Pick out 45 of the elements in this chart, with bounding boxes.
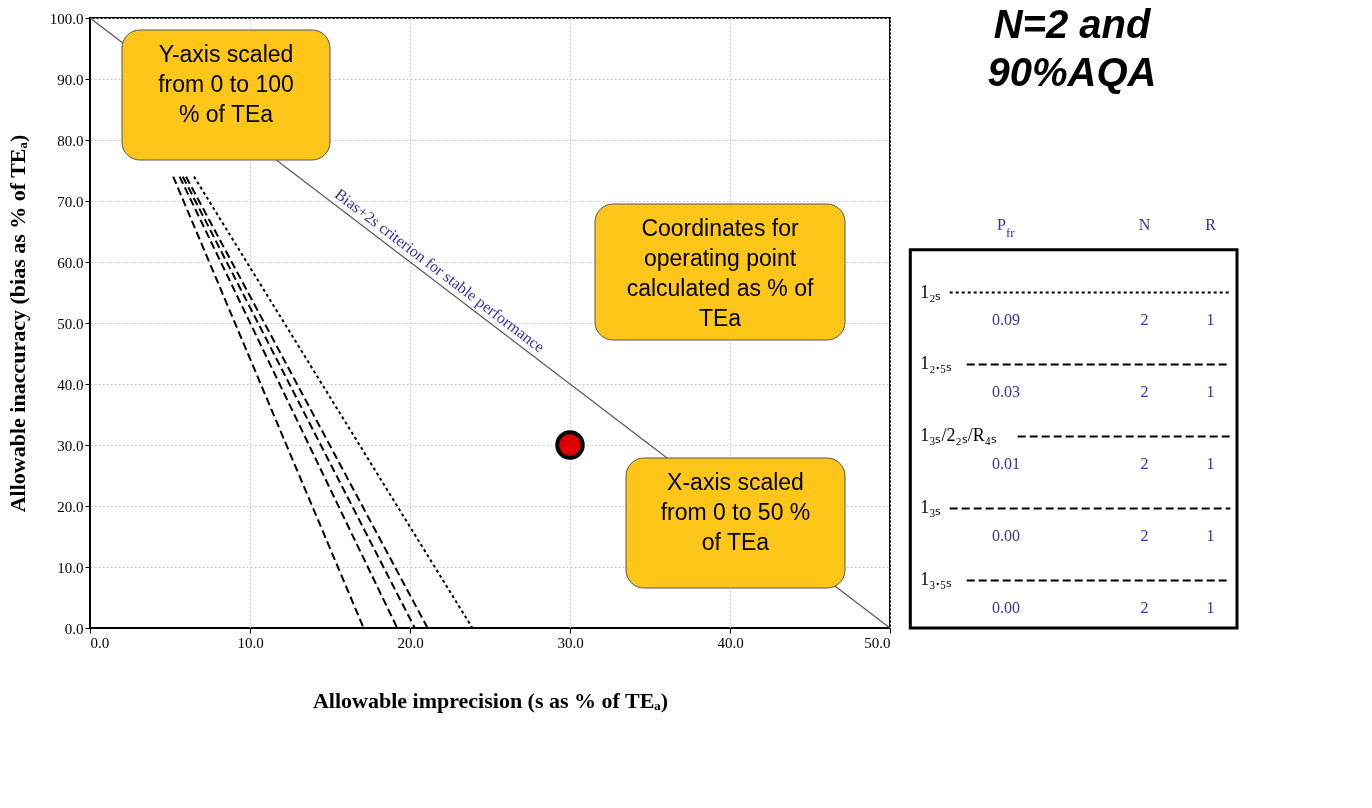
- legend-label: 1₃ₛ/2₂ₛ/R₄ₛ: [920, 425, 998, 446]
- y-tick-label: 80.0: [57, 132, 84, 149]
- text: N: [1138, 216, 1151, 234]
- y-tick-label: 10.0: [57, 559, 84, 576]
- annotation: X-axis scaled from 0 to 50 % of TEa: [660, 469, 811, 555]
- legend-label: 1₃ₛ: [920, 497, 942, 518]
- x-tick-label: 20.0: [397, 634, 424, 651]
- text: 2: [1140, 454, 1149, 472]
- y-tick-label: 30.0: [57, 437, 84, 454]
- text: 1: [1206, 598, 1215, 616]
- text: 0.01: [992, 454, 1020, 472]
- x-tick-label: 10.0: [237, 634, 264, 651]
- legend-label: 1₂.₅ₛ: [920, 353, 953, 374]
- text: 1: [1206, 454, 1215, 472]
- text: N=2 and 90%AQA: [987, 1, 1157, 95]
- text: 2: [1140, 526, 1149, 544]
- text: 1: [1206, 382, 1215, 400]
- legend-label: 1₃.₅ₛ: [920, 569, 953, 590]
- y-tick-label: 40.0: [57, 376, 84, 393]
- y-axis-title: Allowable inaccuracy (bias as % of TEₐ): [4, 134, 30, 513]
- text: 2: [1140, 310, 1149, 328]
- y-tick-label: 60.0: [57, 254, 84, 271]
- y-tick-label: 90.0: [57, 71, 84, 88]
- legend-label: 1₂ₛ: [920, 281, 942, 302]
- x-tick-label: 50.0: [864, 634, 891, 651]
- text: 2: [1140, 382, 1149, 400]
- text: 1: [1206, 310, 1215, 328]
- x-tick-label: 40.0: [717, 634, 744, 651]
- text: 0.09: [992, 310, 1020, 328]
- y-tick-label: 50.0: [57, 315, 84, 332]
- annotation: Y-axis scaled from 0 to 100 % of TEa: [158, 41, 294, 127]
- y-tick-label: 70.0: [57, 193, 84, 210]
- y-tick-label: 100.0: [49, 10, 84, 27]
- x-tick-label: 30.0: [557, 634, 584, 651]
- y-tick-label: 0.0: [64, 620, 84, 637]
- text: 2: [1140, 598, 1149, 616]
- text: 0.03: [992, 382, 1020, 400]
- annotation: Coordinates for operating point calculated as % of TEa: [626, 215, 814, 331]
- text: 0.00: [992, 526, 1020, 544]
- x-axis-title: Allowable imprecision (s as % of TEₐ): [312, 687, 669, 713]
- text: 1: [1206, 526, 1215, 544]
- y-tick-label: 20.0: [57, 498, 84, 515]
- x-tick-label: 0.0: [90, 634, 110, 651]
- text: 0.00: [992, 598, 1020, 616]
- text: R: [1205, 216, 1217, 234]
